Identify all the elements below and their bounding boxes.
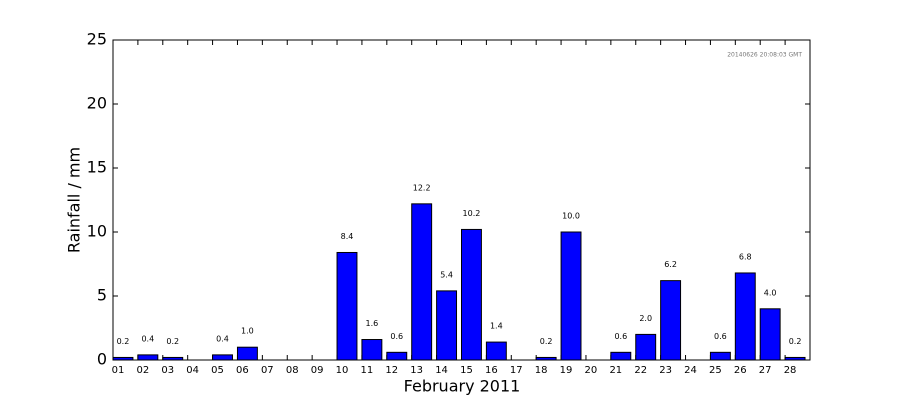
x-tick-label: 03 — [161, 365, 174, 376]
x-tick-label: 07 — [261, 365, 274, 376]
bar — [485, 341, 507, 361]
x-tick-label: 21 — [609, 365, 622, 376]
value-label: 5.4 — [440, 270, 453, 279]
x-tick-label: 08 — [286, 365, 299, 376]
x-tick-label: 18 — [535, 365, 548, 376]
x-tick-label: 12 — [385, 365, 398, 376]
value-label: 1.0 — [241, 327, 254, 336]
x-tick-label: 11 — [361, 365, 374, 376]
value-label: 1.6 — [366, 319, 379, 328]
bar — [336, 251, 358, 361]
value-label: 0.4 — [216, 334, 229, 343]
x-tick-label: 01 — [112, 365, 125, 376]
x-axis-label: February 2011 — [404, 377, 521, 396]
bar — [411, 203, 433, 361]
value-label: 12.2 — [413, 183, 431, 192]
value-label: 8.4 — [341, 232, 354, 241]
value-label: 6.2 — [664, 260, 677, 269]
bar — [436, 290, 458, 361]
x-tick-label: 02 — [136, 365, 149, 376]
value-label: 6.8 — [739, 252, 752, 261]
bar — [610, 351, 632, 361]
value-label: 10.0 — [562, 212, 580, 221]
x-tick-label: 05 — [211, 365, 224, 376]
value-label: 0.2 — [540, 337, 553, 346]
x-tick-label: 15 — [460, 365, 473, 376]
plot-frame — [112, 39, 811, 361]
x-tick-label: 13 — [410, 365, 423, 376]
bar — [734, 272, 756, 361]
y-tick-label: 25 — [87, 30, 107, 49]
x-tick-label: 26 — [734, 365, 747, 376]
value-label: 4.0 — [764, 288, 777, 297]
bar — [759, 308, 781, 361]
bar — [709, 351, 731, 361]
value-label: 1.4 — [490, 322, 503, 331]
value-label: 0.2 — [117, 337, 130, 346]
value-label: 2.0 — [639, 314, 652, 323]
y-tick-label: 10 — [87, 222, 107, 241]
value-label: 0.6 — [614, 332, 627, 341]
x-tick-label: 04 — [186, 365, 199, 376]
x-tick-label: 20 — [585, 365, 598, 376]
x-tick-label: 17 — [510, 365, 523, 376]
value-label: 0.2 — [789, 337, 802, 346]
x-tick-label: 24 — [684, 365, 697, 376]
y-tick-label: 5 — [97, 286, 107, 305]
annotation: 20140626 20:08:03 GMT — [727, 52, 802, 59]
x-tick-label: 16 — [485, 365, 498, 376]
value-label: 0.2 — [166, 337, 179, 346]
bar — [212, 354, 233, 361]
x-tick-label: 25 — [709, 365, 722, 376]
x-tick-label: 28 — [784, 365, 797, 376]
y-tick-label: 15 — [87, 158, 107, 177]
x-tick-label: 27 — [759, 365, 772, 376]
y-tick-label: 0 — [97, 350, 107, 369]
x-tick-label: 10 — [336, 365, 349, 376]
bar — [560, 231, 582, 361]
y-tick-label: 20 — [87, 94, 107, 113]
x-tick-label: 19 — [560, 365, 573, 376]
bar — [236, 346, 258, 361]
x-tick-label: 22 — [634, 365, 647, 376]
value-label: 0.4 — [141, 334, 154, 343]
bar — [386, 351, 408, 361]
bar — [461, 228, 482, 361]
y-axis-label: Rainfall / mm — [65, 147, 84, 253]
x-tick-label: 14 — [435, 365, 448, 376]
bar — [635, 333, 657, 361]
x-tick-label: 06 — [236, 365, 249, 376]
value-label: 0.6 — [390, 332, 403, 341]
value-label: 0.6 — [714, 332, 727, 341]
x-tick-label: 09 — [311, 365, 324, 376]
bar — [361, 339, 383, 361]
x-tick-label: 23 — [659, 365, 672, 376]
bar — [137, 354, 159, 361]
value-label: 10.2 — [463, 209, 481, 218]
bar — [660, 280, 682, 361]
